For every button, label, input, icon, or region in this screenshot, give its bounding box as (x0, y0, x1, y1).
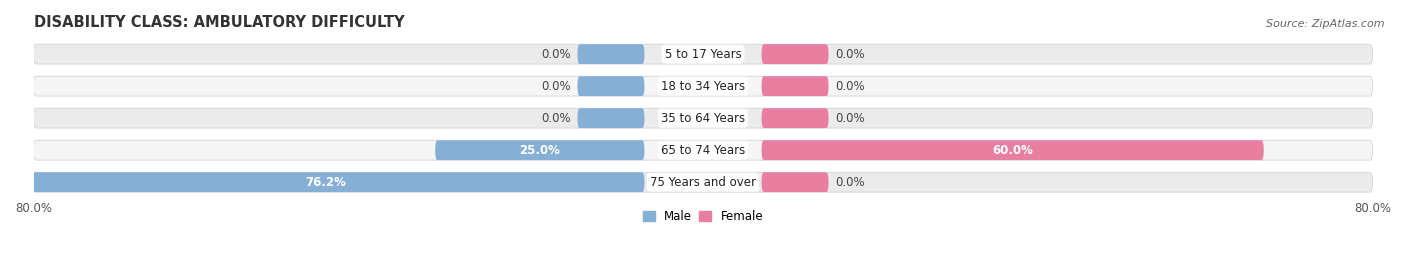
FancyBboxPatch shape (762, 44, 828, 64)
FancyBboxPatch shape (34, 140, 1372, 160)
FancyBboxPatch shape (436, 140, 644, 160)
FancyBboxPatch shape (762, 108, 828, 128)
Text: DISABILITY CLASS: AMBULATORY DIFFICULTY: DISABILITY CLASS: AMBULATORY DIFFICULTY (34, 15, 404, 30)
FancyBboxPatch shape (578, 108, 644, 128)
FancyBboxPatch shape (34, 108, 1372, 128)
Text: 18 to 34 Years: 18 to 34 Years (661, 80, 745, 93)
FancyBboxPatch shape (762, 76, 828, 96)
Text: 60.0%: 60.0% (993, 144, 1033, 157)
Text: 0.0%: 0.0% (835, 48, 865, 61)
FancyBboxPatch shape (7, 172, 644, 192)
FancyBboxPatch shape (762, 172, 828, 192)
Legend: Male, Female: Male, Female (638, 205, 768, 228)
Text: 5 to 17 Years: 5 to 17 Years (665, 48, 741, 61)
Text: Source: ZipAtlas.com: Source: ZipAtlas.com (1267, 19, 1385, 29)
Text: 0.0%: 0.0% (541, 48, 571, 61)
FancyBboxPatch shape (578, 44, 644, 64)
FancyBboxPatch shape (34, 172, 1372, 192)
FancyBboxPatch shape (34, 76, 1372, 96)
Text: 65 to 74 Years: 65 to 74 Years (661, 144, 745, 157)
Text: 0.0%: 0.0% (541, 112, 571, 125)
FancyBboxPatch shape (578, 76, 644, 96)
FancyBboxPatch shape (34, 44, 1372, 64)
Text: 0.0%: 0.0% (835, 176, 865, 189)
Text: 75 Years and over: 75 Years and over (650, 176, 756, 189)
Text: 0.0%: 0.0% (835, 112, 865, 125)
Text: 25.0%: 25.0% (519, 144, 560, 157)
Text: 76.2%: 76.2% (305, 176, 346, 189)
FancyBboxPatch shape (762, 140, 1264, 160)
Text: 0.0%: 0.0% (541, 80, 571, 93)
Text: 0.0%: 0.0% (835, 80, 865, 93)
Text: 35 to 64 Years: 35 to 64 Years (661, 112, 745, 125)
